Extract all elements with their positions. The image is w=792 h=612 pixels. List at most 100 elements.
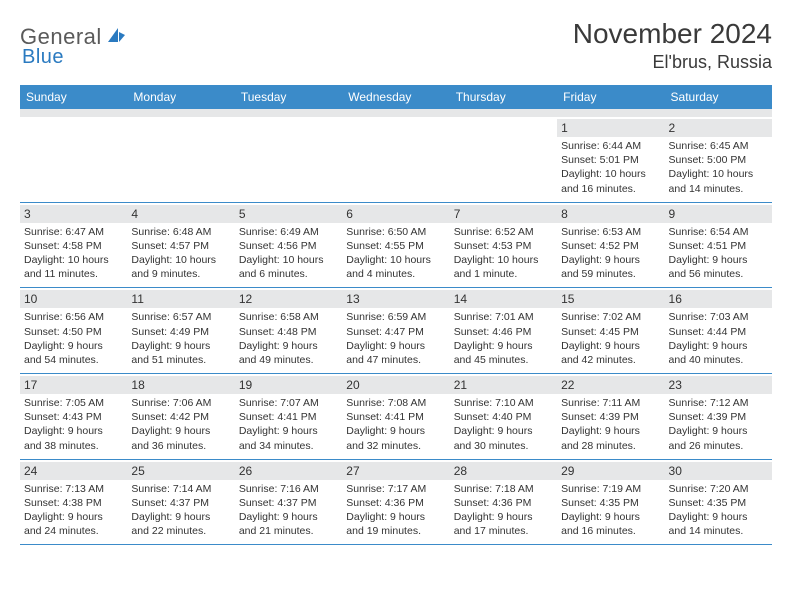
weekday-wed: Wednesday	[342, 85, 449, 109]
day-info-line: and 51 minutes.	[131, 353, 230, 367]
day-info: Sunrise: 7:17 AMSunset: 4:36 PMDaylight:…	[346, 482, 445, 539]
day-number: 19	[235, 376, 342, 394]
day-info-line: and 14 minutes.	[669, 182, 768, 196]
day-info-line: Sunrise: 7:11 AM	[561, 396, 660, 410]
day-info: Sunrise: 6:47 AMSunset: 4:58 PMDaylight:…	[24, 225, 123, 282]
day-number: 7	[450, 205, 557, 223]
day-info-line: and 16 minutes.	[561, 524, 660, 538]
day-info-line: Sunrise: 6:44 AM	[561, 139, 660, 153]
day-cell	[127, 117, 234, 202]
day-info-line: Sunset: 4:56 PM	[239, 239, 338, 253]
day-info-line: Sunset: 4:51 PM	[669, 239, 768, 253]
day-info-line: Sunset: 4:42 PM	[131, 410, 230, 424]
day-info-line: and 21 minutes.	[239, 524, 338, 538]
day-info-line: and 24 minutes.	[24, 524, 123, 538]
day-info-line: Sunset: 4:49 PM	[131, 325, 230, 339]
day-info-line: Daylight: 9 hours	[454, 339, 553, 353]
day-info-line: Sunset: 4:35 PM	[561, 496, 660, 510]
day-info-line: and 14 minutes.	[669, 524, 768, 538]
logo-text-b: Blue	[22, 46, 64, 68]
day-info-line: Daylight: 9 hours	[454, 424, 553, 438]
day-cell: 19Sunrise: 7:07 AMSunset: 4:41 PMDayligh…	[235, 374, 342, 459]
day-cell: 21Sunrise: 7:10 AMSunset: 4:40 PMDayligh…	[450, 374, 557, 459]
day-info-line: Sunrise: 6:57 AM	[131, 310, 230, 324]
day-number: 14	[450, 290, 557, 308]
day-info: Sunrise: 7:13 AMSunset: 4:38 PMDaylight:…	[24, 482, 123, 539]
day-cell	[450, 117, 557, 202]
day-info-line: Sunset: 4:55 PM	[346, 239, 445, 253]
day-info-line: Sunset: 4:37 PM	[239, 496, 338, 510]
day-info-line: Daylight: 9 hours	[239, 510, 338, 524]
day-info-line: Daylight: 10 hours	[669, 167, 768, 181]
day-number: 11	[127, 290, 234, 308]
day-info-line: and 17 minutes.	[454, 524, 553, 538]
day-info-line: Daylight: 10 hours	[346, 253, 445, 267]
day-info-line: Sunset: 4:36 PM	[454, 496, 553, 510]
day-number: 30	[665, 462, 772, 480]
day-info-line: and 32 minutes.	[346, 439, 445, 453]
day-info-line: Sunset: 4:36 PM	[346, 496, 445, 510]
day-info-line: Sunset: 4:58 PM	[24, 239, 123, 253]
weeks-container: 1Sunrise: 6:44 AMSunset: 5:01 PMDaylight…	[20, 117, 772, 545]
day-cell: 29Sunrise: 7:19 AMSunset: 4:35 PMDayligh…	[557, 460, 664, 545]
day-cell	[342, 117, 449, 202]
day-info-line: Sunset: 4:45 PM	[561, 325, 660, 339]
weekday-sat: Saturday	[665, 85, 772, 109]
day-info-line: Sunset: 4:46 PM	[454, 325, 553, 339]
header: General November 2024 El'brus, Russia	[20, 18, 772, 73]
day-info-line: Daylight: 10 hours	[454, 253, 553, 267]
day-info-line: Sunrise: 7:17 AM	[346, 482, 445, 496]
day-info: Sunrise: 7:08 AMSunset: 4:41 PMDaylight:…	[346, 396, 445, 453]
day-info-line: Sunrise: 7:12 AM	[669, 396, 768, 410]
day-info-line: Sunset: 4:50 PM	[24, 325, 123, 339]
day-cell: 22Sunrise: 7:11 AMSunset: 4:39 PMDayligh…	[557, 374, 664, 459]
day-info: Sunrise: 7:14 AMSunset: 4:37 PMDaylight:…	[131, 482, 230, 539]
day-number: 29	[557, 462, 664, 480]
weekday-mon: Monday	[127, 85, 234, 109]
day-number: 24	[20, 462, 127, 480]
day-number: 28	[450, 462, 557, 480]
day-info: Sunrise: 6:56 AMSunset: 4:50 PMDaylight:…	[24, 310, 123, 367]
day-info-line: Daylight: 9 hours	[669, 510, 768, 524]
day-info-line: Sunrise: 6:56 AM	[24, 310, 123, 324]
day-info-line: and 54 minutes.	[24, 353, 123, 367]
day-info-line: Daylight: 9 hours	[346, 510, 445, 524]
week-row: 10Sunrise: 6:56 AMSunset: 4:50 PMDayligh…	[20, 288, 772, 374]
week-row: 17Sunrise: 7:05 AMSunset: 4:43 PMDayligh…	[20, 374, 772, 460]
day-cell: 20Sunrise: 7:08 AMSunset: 4:41 PMDayligh…	[342, 374, 449, 459]
day-info-line: Sunrise: 7:05 AM	[24, 396, 123, 410]
day-info: Sunrise: 6:48 AMSunset: 4:57 PMDaylight:…	[131, 225, 230, 282]
day-number: 6	[342, 205, 449, 223]
week-row: 24 Sunrise: 7:13 AMSunset: 4:38 PMDayligh…	[20, 460, 772, 546]
day-info: Sunrise: 6:49 AMSunset: 4:56 PMDaylight:…	[239, 225, 338, 282]
day-info-line: and 40 minutes.	[669, 353, 768, 367]
day-cell: 28Sunrise: 7:18 AMSunset: 4:36 PMDayligh…	[450, 460, 557, 545]
day-info-line: Sunset: 4:41 PM	[239, 410, 338, 424]
day-number: 8	[557, 205, 664, 223]
weekday-header-row: Sunday Monday Tuesday Wednesday Thursday…	[20, 85, 772, 109]
day-info-line: Sunrise: 6:54 AM	[669, 225, 768, 239]
day-info-line: and 38 minutes.	[24, 439, 123, 453]
day-info: Sunrise: 6:52 AMSunset: 4:53 PMDaylight:…	[454, 225, 553, 282]
day-info-line: Sunrise: 6:45 AM	[669, 139, 768, 153]
day-info-line: Daylight: 10 hours	[131, 253, 230, 267]
day-info-line: Daylight: 10 hours	[239, 253, 338, 267]
day-number: 21	[450, 376, 557, 394]
day-cell: 25Sunrise: 7:14 AMSunset: 4:37 PMDayligh…	[127, 460, 234, 545]
day-info-line: Sunrise: 7:08 AM	[346, 396, 445, 410]
day-info-line: and 1 minute.	[454, 267, 553, 281]
day-number: 5	[235, 205, 342, 223]
day-info-line: Sunset: 4:47 PM	[346, 325, 445, 339]
day-info-line: Sunrise: 6:47 AM	[24, 225, 123, 239]
location-label: El'brus, Russia	[573, 52, 772, 73]
day-cell: 18Sunrise: 7:06 AMSunset: 4:42 PMDayligh…	[127, 374, 234, 459]
week-row: 1Sunrise: 6:44 AMSunset: 5:01 PMDaylight…	[20, 117, 772, 203]
day-info-line: and 49 minutes.	[239, 353, 338, 367]
day-info-line: and 59 minutes.	[561, 267, 660, 281]
weekday-fri: Friday	[557, 85, 664, 109]
day-info: Sunrise: 7:02 AMSunset: 4:45 PMDaylight:…	[561, 310, 660, 367]
day-cell: 30Sunrise: 7:20 AMSunset: 4:35 PMDayligh…	[665, 460, 772, 545]
day-info-line: and 28 minutes.	[561, 439, 660, 453]
day-info-line: Daylight: 9 hours	[561, 253, 660, 267]
day-info-line: Daylight: 9 hours	[561, 424, 660, 438]
